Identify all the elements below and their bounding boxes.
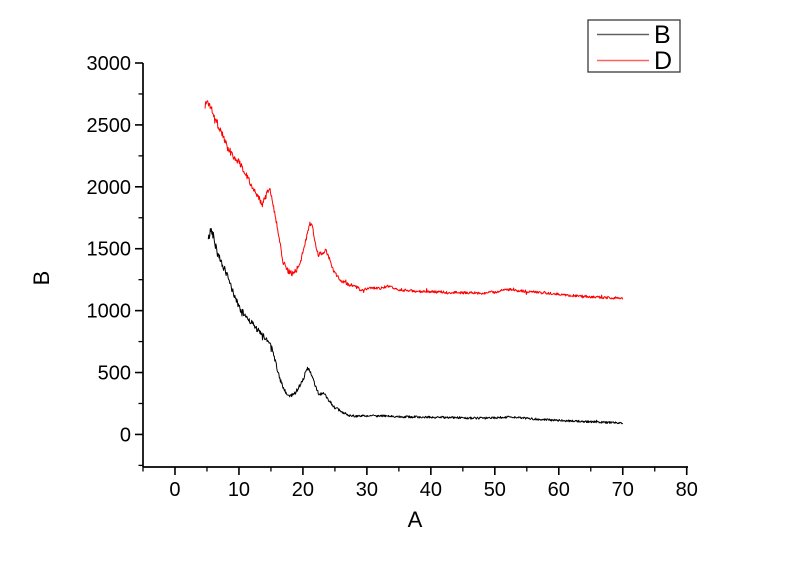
y-axis-title: B — [29, 271, 54, 286]
x-axis-ticks — [142, 467, 688, 475]
x-tick-label: 0 — [169, 479, 180, 501]
legend-label-B: B — [654, 21, 671, 49]
legend: B D — [587, 19, 681, 75]
x-tick-label: 10 — [228, 479, 250, 501]
y-tick-label: 2500 — [87, 115, 132, 137]
plot-area — [143, 63, 688, 467]
legend-frame — [587, 19, 681, 73]
x-axis: 0 10 20 30 40 50 60 70 80 A — [142, 466, 698, 532]
y-tick-label: 500 — [98, 363, 131, 385]
y-tick-label: 0 — [120, 424, 131, 446]
series-line-D — [204, 100, 624, 300]
y-tick-label: 2000 — [87, 177, 132, 199]
y-tick-label: 3000 — [87, 53, 132, 75]
legend-label-D: D — [654, 47, 672, 75]
y-axis: 0 500 1000 1500 2000 2500 3000 B — [29, 53, 144, 467]
series-lines — [204, 100, 624, 425]
y-tick-label: 1500 — [87, 239, 132, 261]
series-line-B — [207, 228, 624, 425]
x-tick-label: 30 — [356, 479, 378, 501]
x-tick-label: 20 — [292, 479, 314, 501]
y-tick-label: 1000 — [87, 301, 132, 323]
x-tick-label: 50 — [484, 479, 506, 501]
x-tick-label: 70 — [612, 479, 634, 501]
y-axis-ticks — [135, 62, 143, 467]
x-axis-title: A — [408, 507, 423, 532]
x-tick-label: 80 — [676, 479, 698, 501]
y-axis-tick-labels: 0 500 1000 1500 2000 2500 3000 — [87, 53, 132, 446]
x-tick-label: 60 — [548, 479, 570, 501]
x-axis-tick-labels: 0 10 20 30 40 50 60 70 80 — [169, 479, 697, 501]
x-tick-label: 40 — [420, 479, 442, 501]
